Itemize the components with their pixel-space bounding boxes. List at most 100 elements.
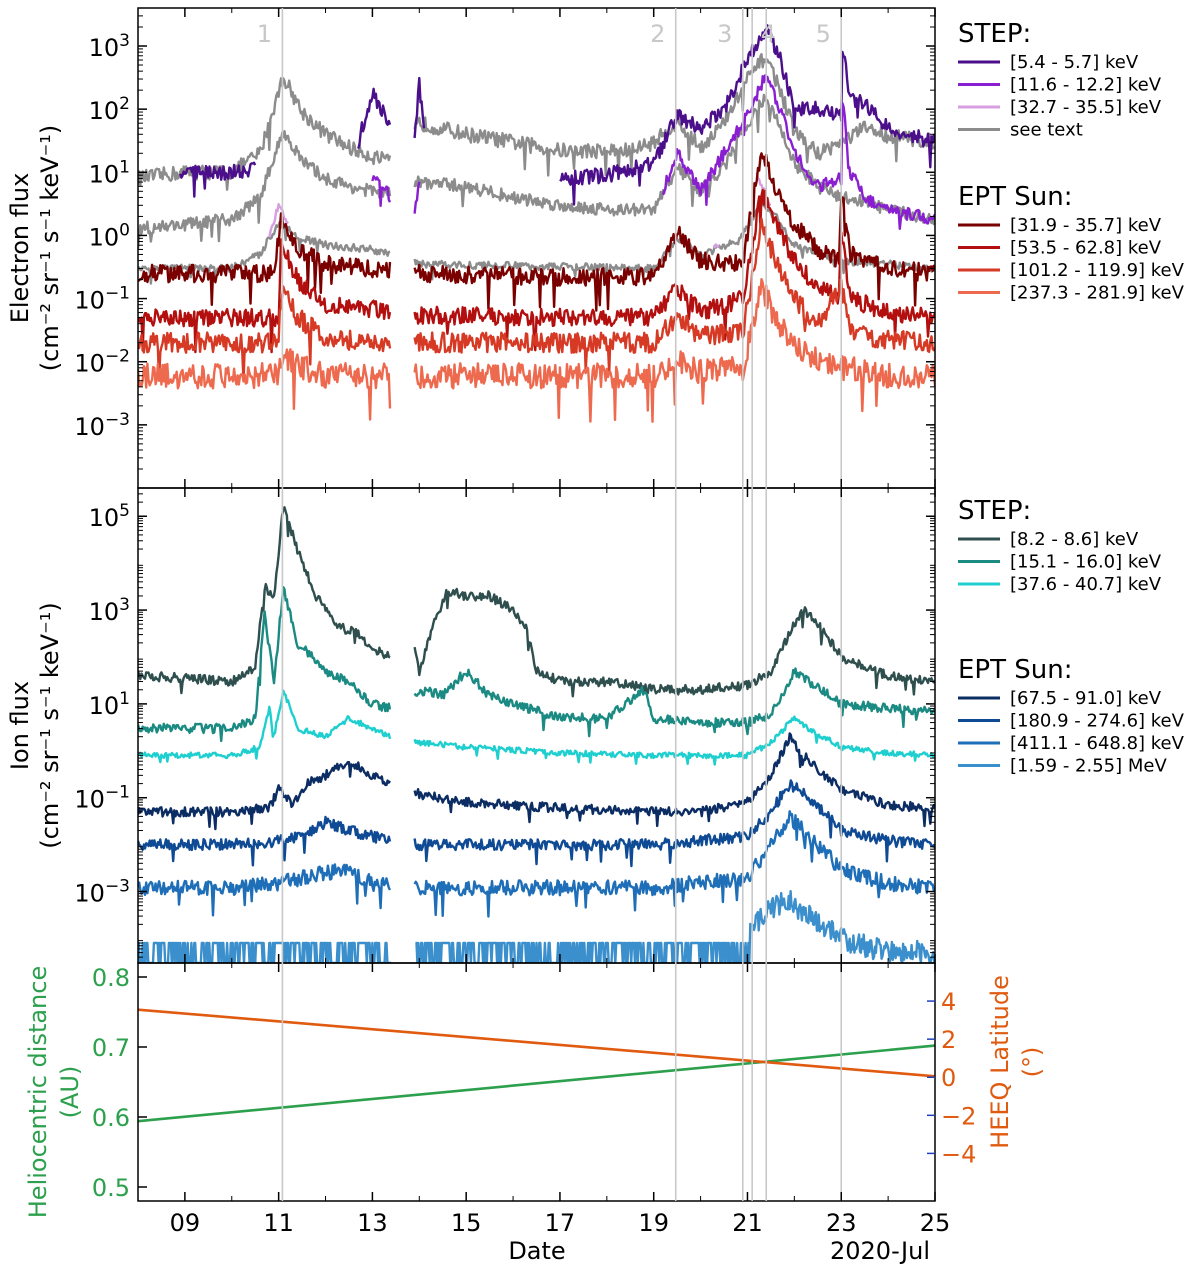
y-right-tick-label: 2 — [941, 1026, 956, 1054]
y-left-tick-label: 0.7 — [92, 1034, 130, 1062]
y-tick-label: 10−1 — [74, 284, 130, 315]
series-line — [138, 188, 935, 354]
legend-label: [37.6 - 40.7] keV — [1010, 574, 1162, 595]
legends: STEP: [5.4 - 5.7] keV[11.6 - 12.2] keV[32… — [958, 19, 1185, 777]
series-line — [138, 152, 935, 312]
y-tick-label: 103 — [89, 31, 130, 62]
legend-label: [101.2 - 119.9] keV — [1010, 260, 1185, 281]
tick-exponent: −1 — [105, 783, 130, 803]
panel-frame — [137, 962, 936, 1202]
x-tick-label: 19 — [638, 1209, 669, 1237]
x-tick-label: 13 — [357, 1209, 388, 1237]
legend-label: [237.3 - 281.9] keV — [1010, 283, 1185, 304]
tick-exponent: 1 — [119, 689, 130, 709]
x-tick-label: 09 — [170, 1209, 201, 1237]
legend-label: [31.9 - 35.7] keV — [1010, 215, 1162, 236]
series-line — [179, 24, 935, 206]
tick-base: 10 — [74, 287, 105, 315]
series-line — [138, 278, 935, 423]
legend-label: see text — [1010, 120, 1083, 141]
tick-exponent: 2 — [119, 94, 130, 114]
tick-exponent: 5 — [119, 501, 130, 521]
legend-title: STEP: — [958, 19, 1031, 49]
y-tick-label: 103 — [89, 595, 130, 626]
tick-exponent: −1 — [105, 284, 130, 304]
legend-label: [32.7 - 35.5] keV — [1010, 97, 1162, 118]
y-right-tick-label: 0 — [941, 1064, 956, 1092]
y-axis-units: (cm⁻² sr⁻¹ s⁻¹ keV⁻¹) — [36, 125, 64, 371]
series-group — [138, 24, 935, 423]
series-group — [138, 506, 935, 963]
series-line — [138, 732, 935, 831]
tick-exponent: 0 — [119, 220, 130, 240]
event-label: 3 — [717, 20, 732, 48]
tick-base: 10 — [74, 880, 105, 908]
series-line — [138, 217, 935, 382]
x-axis-year-label: 2020-Jul — [830, 1237, 930, 1265]
series-line — [138, 779, 935, 868]
legend-title: EPT Sun: — [958, 655, 1072, 685]
tick-exponent: −3 — [105, 410, 130, 430]
tick-base: 10 — [89, 692, 120, 720]
series-line — [138, 689, 935, 766]
y-axis-title: Electron flux — [6, 173, 34, 324]
tick-base: 10 — [74, 413, 105, 441]
tick-base: 10 — [89, 34, 120, 62]
event-label: 5 — [816, 20, 831, 48]
tick-exponent: −2 — [105, 347, 130, 367]
series-line — [138, 890, 935, 963]
y-tick-label: 10−3 — [74, 410, 130, 441]
y-tick-label: 10−1 — [74, 783, 130, 814]
legend-label: [67.5 - 91.0] keV — [1010, 688, 1162, 709]
y-tick-label: 10−3 — [74, 877, 130, 908]
legend-label: [1.59 - 2.55] MeV — [1010, 756, 1167, 777]
legend-label: [15.1 - 16.0] keV — [1010, 552, 1162, 573]
tick-base: 10 — [74, 786, 105, 814]
y-tick-label: 102 — [89, 94, 130, 125]
tick-base: 10 — [74, 350, 105, 378]
legend-label: [11.6 - 12.2] keV — [1010, 75, 1162, 96]
series-line — [138, 506, 935, 698]
y-right-tick-label: −4 — [941, 1140, 976, 1168]
event-label: 4 — [761, 20, 776, 48]
legend-title: STEP: — [958, 496, 1031, 526]
x-tick-label: 11 — [263, 1209, 294, 1237]
y-right-tick-label: 4 — [941, 988, 956, 1016]
y-tick-label: 101 — [89, 157, 130, 188]
event-label: 2 — [650, 20, 665, 48]
y-tick-label: 101 — [89, 689, 130, 720]
x-tick-label: 17 — [545, 1209, 576, 1237]
legend-label: [411.1 - 648.8] keV — [1010, 733, 1185, 754]
y-right-tick-label: −2 — [941, 1102, 976, 1130]
y-tick-label: 105 — [89, 501, 130, 532]
latitude-axis-title: HEEQ Latitude — [986, 975, 1014, 1149]
tick-exponent: 3 — [119, 31, 130, 51]
y-axis-units: (cm⁻² sr⁻¹ s⁻¹ keV⁻¹) — [36, 602, 64, 848]
x-tick-label: 15 — [451, 1209, 482, 1237]
latitude-axis-units: (°) — [1018, 1047, 1046, 1078]
series-line — [138, 93, 935, 249]
distance-line — [137, 1044, 936, 1123]
legend-label: [53.5 - 62.8] keV — [1010, 238, 1162, 259]
tick-base: 10 — [89, 598, 120, 626]
series-line — [138, 53, 935, 191]
tick-base: 10 — [89, 504, 120, 532]
y-axis-title: Ion flux — [6, 681, 34, 770]
tick-exponent: −3 — [105, 877, 130, 897]
x-tick-label: 25 — [920, 1209, 951, 1237]
y-left-tick-label: 0.5 — [92, 1174, 130, 1202]
series-line — [371, 74, 935, 230]
y-tick-label: 100 — [89, 220, 130, 251]
orbit-panel: 0.5 0.6 0.7 0.8 −4 −2 0 2 4 Heliocentric distance… — [24, 962, 1046, 1218]
x-tick-label: 23 — [826, 1209, 857, 1237]
tick-base: 10 — [89, 97, 120, 125]
x-tick-label: 21 — [732, 1209, 763, 1237]
legend-label: [180.9 - 274.6] keV — [1010, 711, 1185, 732]
y-left-tick-label: 0.8 — [92, 964, 130, 992]
tick-base: 10 — [89, 160, 120, 188]
distance-axis-units: (AU) — [56, 1066, 84, 1119]
